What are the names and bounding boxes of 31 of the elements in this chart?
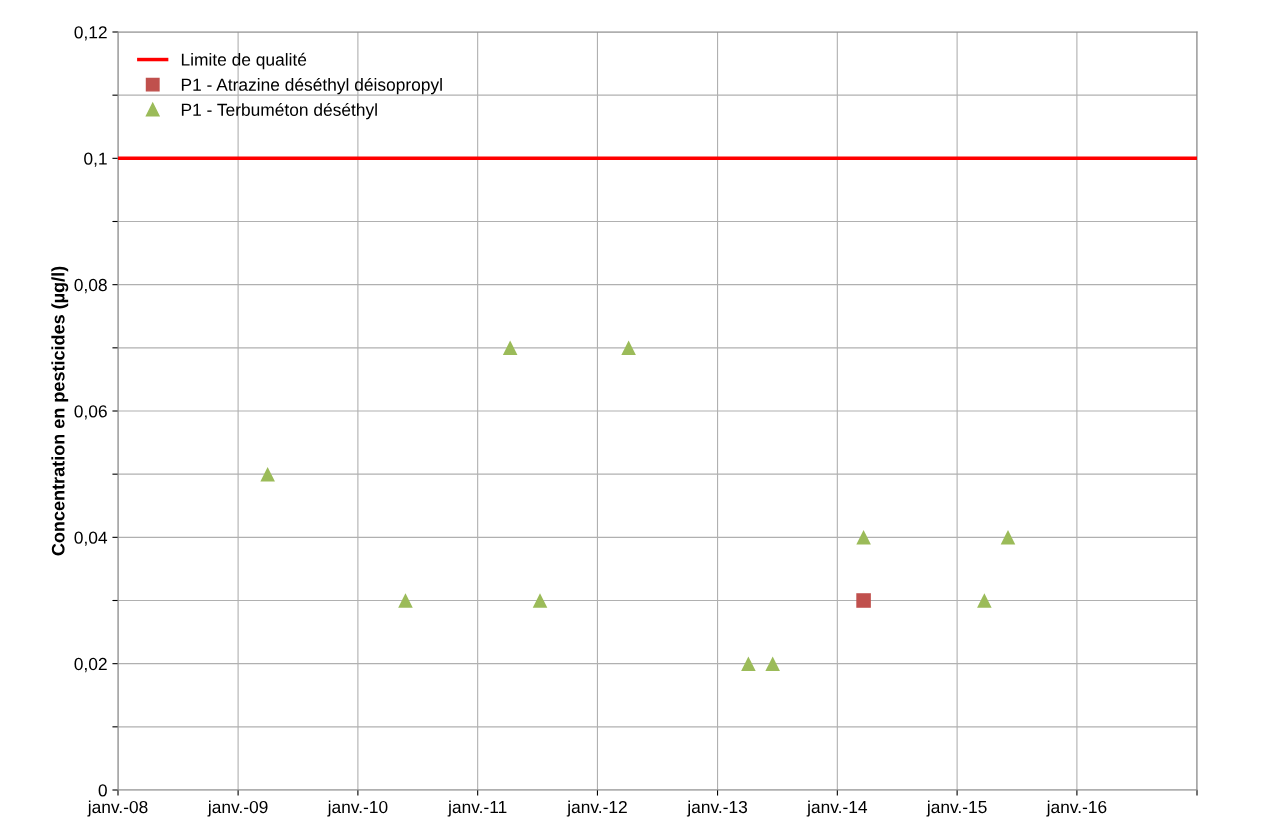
legend-label: P1 - Terbuméton déséthyl <box>181 102 377 120</box>
x-tick-label: janv.-12 <box>566 800 627 817</box>
x-tick-label: janv.-14 <box>806 800 868 817</box>
point <box>1000 530 1016 545</box>
y-axis-title: Concentration en pesticides (µg/l) <box>51 266 69 556</box>
point <box>532 593 548 608</box>
point <box>977 593 992 608</box>
y-tick-label: 0,04 <box>74 531 108 546</box>
y-tick-label: 0 <box>98 784 107 797</box>
x-tick-label: janv.-08 <box>87 800 148 817</box>
x-tick-label: janv.-15 <box>926 800 987 817</box>
y-tick-label: 0,02 <box>74 657 107 673</box>
x-tick-label: janv.-09 <box>207 800 268 817</box>
x-tick-label: janv.-11 <box>447 800 507 817</box>
point <box>856 530 871 545</box>
x-tick-label: janv.-16 <box>1046 800 1107 817</box>
point <box>621 340 636 356</box>
point <box>856 593 871 608</box>
y-tick-label: 0,12 <box>74 26 107 41</box>
y-tick-label: 0,06 <box>74 405 107 420</box>
point <box>741 656 756 671</box>
y-tick-label: 0,08 <box>74 278 107 294</box>
y-tick-label: 0,1 <box>84 152 107 167</box>
point <box>765 656 780 671</box>
legend-label: Limite de qualité <box>181 52 307 70</box>
legend-label: P1 - Atrazine déséthyl déisopropyl <box>181 77 442 95</box>
point <box>502 340 518 356</box>
x-tick-label: janv.-10 <box>327 800 388 817</box>
point <box>260 466 275 482</box>
x-tick-label: janv.-13 <box>686 800 748 817</box>
point <box>398 593 413 608</box>
